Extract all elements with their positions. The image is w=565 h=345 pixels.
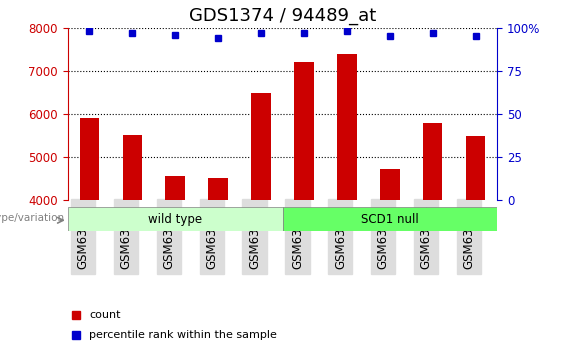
Bar [251, 93, 271, 200]
Bar [123, 135, 142, 200]
Bar [166, 176, 185, 200]
Bar [80, 118, 99, 200]
Bar [380, 169, 399, 200]
Bar [337, 54, 357, 200]
Text: genotype/variation: genotype/variation [0, 213, 64, 223]
FancyBboxPatch shape [68, 207, 282, 231]
Text: SCD1 null: SCD1 null [361, 213, 419, 226]
Bar [294, 62, 314, 200]
Text: percentile rank within the sample: percentile rank within the sample [89, 331, 277, 340]
FancyBboxPatch shape [282, 207, 497, 231]
Bar [423, 123, 442, 200]
Title: GDS1374 / 94489_at: GDS1374 / 94489_at [189, 7, 376, 25]
Bar [208, 178, 228, 200]
Bar [466, 136, 485, 200]
Text: wild type: wild type [148, 213, 202, 226]
Text: count: count [89, 310, 121, 319]
